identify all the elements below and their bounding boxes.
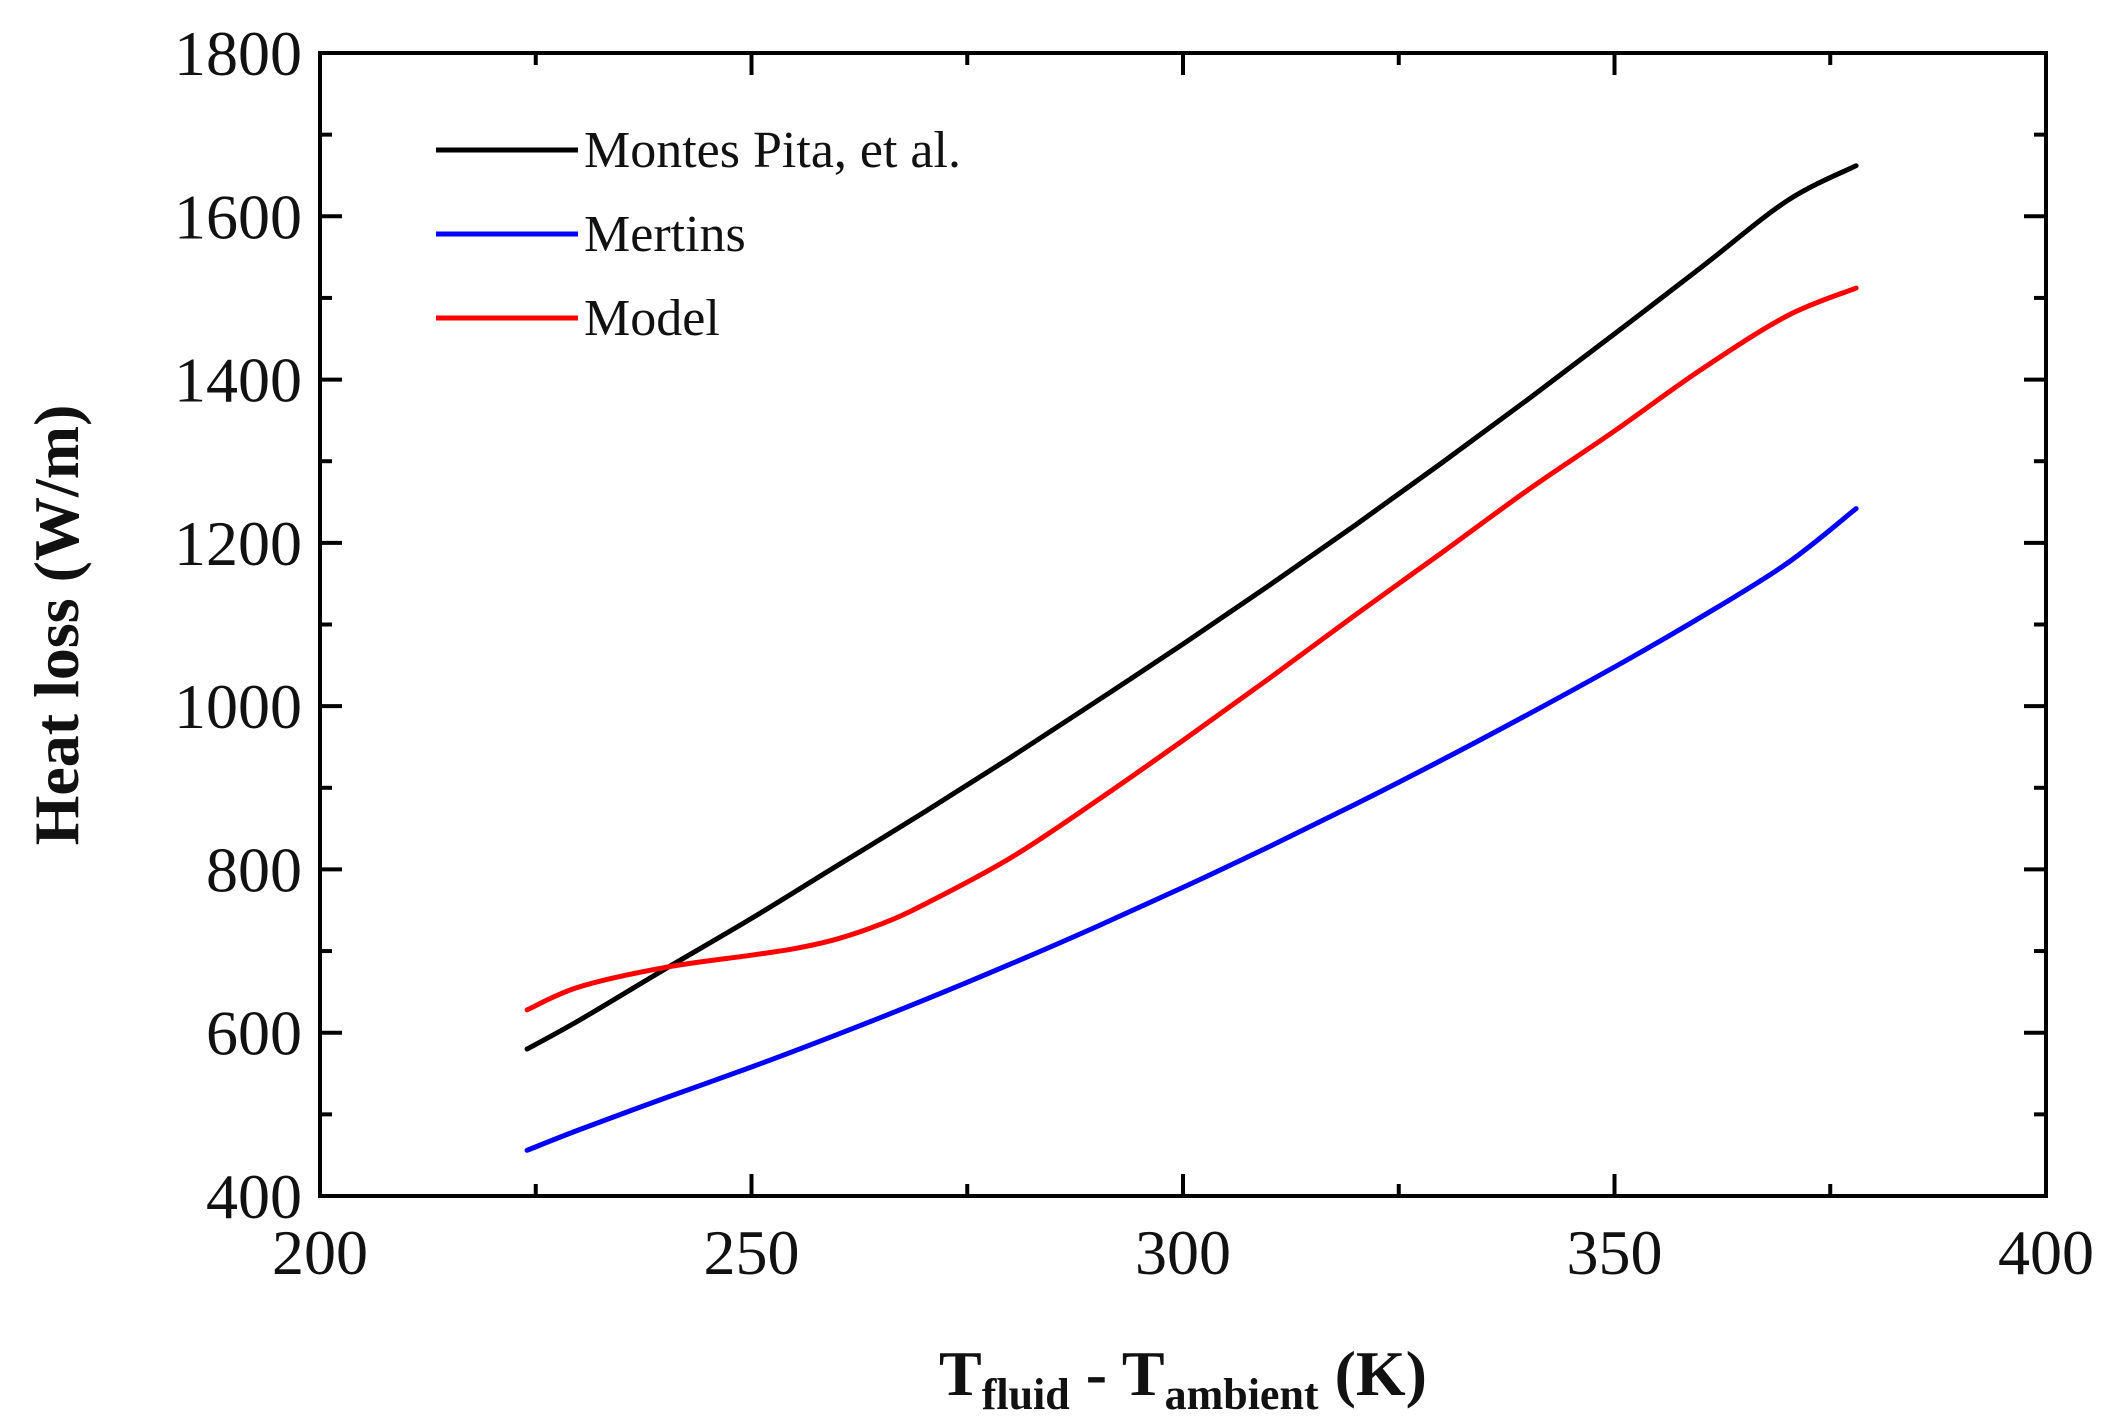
legend-label: Mertins — [584, 206, 746, 263]
x-tick-label: 350 — [1567, 1217, 1663, 1288]
y-tick-label: 1200 — [174, 508, 302, 579]
y-tick-label: 600 — [206, 998, 302, 1069]
x-axis-title-sub2: ambient — [1165, 1370, 1319, 1419]
y-tick-label: 1600 — [174, 181, 302, 252]
legend-label: Montes Pita, et al. — [584, 122, 961, 179]
x-axis-title-sub1: fluid — [982, 1370, 1070, 1419]
series-layer — [524, 163, 1859, 1153]
x-tick-label: 200 — [272, 1217, 368, 1288]
y-tick-label: 1000 — [174, 671, 302, 742]
y-tick-label: 1800 — [174, 18, 302, 89]
legend-label: Model — [584, 290, 720, 347]
y-tick-label: 400 — [206, 1161, 302, 1232]
x-axis-title-mid: - T — [1070, 1338, 1165, 1409]
legend: Montes Pita, et al. Mertins Model — [436, 122, 961, 347]
y-axis-title: Heat loss (W/m) — [21, 405, 92, 846]
series-line-2 — [524, 506, 1859, 1153]
ticks-layer: 200 250 300 350 400 400 600 800 1000 1200 1400 1600… — [174, 18, 2094, 1288]
x-axis-title: Tfluid - Tambient (K) — [939, 1338, 1427, 1419]
x-axis-title-part: T — [939, 1338, 982, 1409]
x-tick-label: 400 — [1998, 1217, 2094, 1288]
series-line-3 — [524, 285, 1859, 1013]
x-tick-label: 250 — [704, 1217, 800, 1288]
y-tick-label: 1400 — [174, 345, 302, 416]
x-axis-title-unit: (K) — [1319, 1338, 1427, 1409]
x-tick-label: 300 — [1135, 1217, 1231, 1288]
plot-frame — [318, 51, 2048, 1198]
series-line-1 — [524, 163, 1859, 1052]
y-tick-label: 800 — [206, 834, 302, 905]
